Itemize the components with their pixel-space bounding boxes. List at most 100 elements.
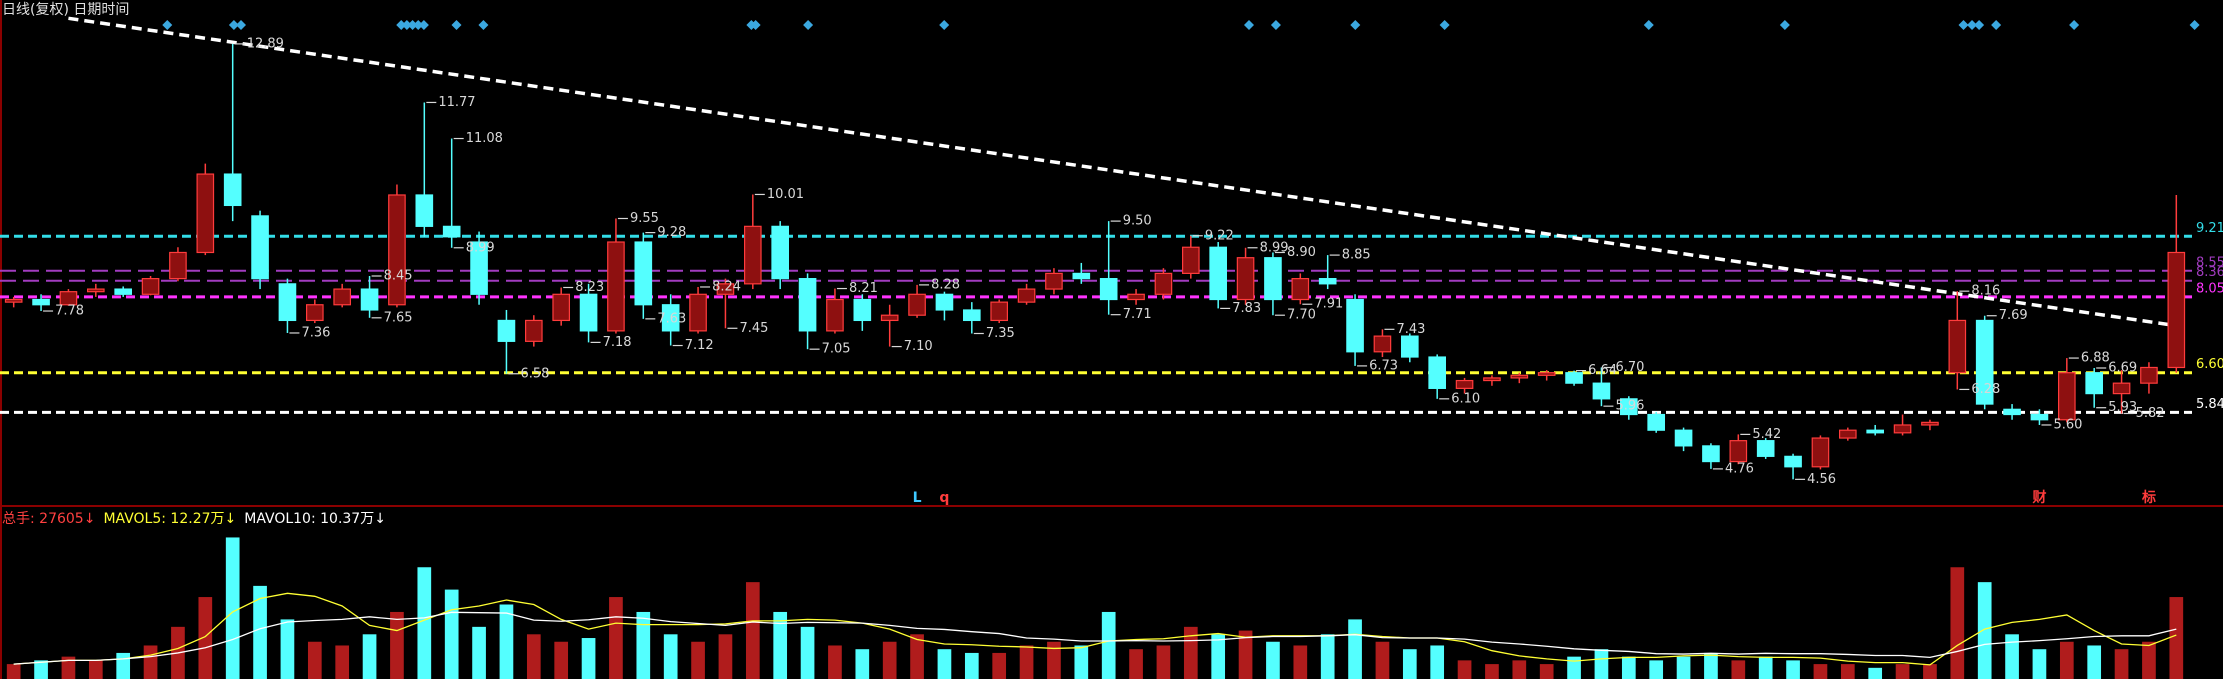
annotation-label: 8.45 (384, 269, 413, 284)
annotation-label: 6.73 (1369, 358, 1398, 373)
volume-bar (1156, 645, 1171, 679)
candle-body (4, 298, 23, 303)
volume-bar (1950, 567, 1965, 679)
candle-body (2058, 372, 2076, 421)
candle-body (1510, 374, 1529, 379)
annotation-label: 8.85 (1342, 248, 1371, 263)
candle-body (1400, 335, 1419, 358)
candle-body (1921, 421, 1939, 426)
volume-bar (6, 664, 21, 679)
volume-bar (2059, 641, 2074, 679)
volume-bar (2005, 634, 2019, 679)
candle-body (1154, 272, 1173, 295)
annotation-label: 6.69 (2108, 361, 2137, 376)
event-marker (401, 20, 412, 30)
annotation-label: 9.55 (630, 211, 659, 226)
level-label: 8.36 (2196, 265, 2223, 280)
volume-bar (1320, 634, 1335, 679)
volume-bar (1758, 656, 1773, 679)
candle-body (579, 293, 598, 332)
candle-body (169, 251, 187, 280)
volume-bar (691, 641, 705, 679)
candle-body (634, 241, 653, 306)
annotation-label: 7.36 (301, 325, 330, 340)
volume-header: 总手: 27605↓ (2, 511, 95, 527)
candle-body (1209, 246, 1227, 301)
event-marker (2189, 20, 2200, 30)
candle-body (935, 293, 954, 311)
annotation-label: 5.60 (2053, 417, 2082, 432)
candle-body (333, 288, 352, 306)
volume-bar (116, 652, 131, 679)
event-marker (1643, 20, 1654, 30)
event-marker (1967, 20, 1978, 30)
annotation-label: 5.82 (2136, 406, 2165, 421)
volume-bar (2032, 649, 2047, 679)
candle-body (1565, 372, 1583, 384)
candle-body (1483, 377, 1501, 382)
candle-body (1838, 429, 1857, 439)
annotation-label: 9.28 (657, 225, 686, 240)
annotation-label: 7.45 (739, 321, 768, 336)
candle-body (1099, 278, 1118, 301)
candle-body (360, 288, 379, 311)
volume-bar (88, 660, 103, 679)
volume-bar (1402, 649, 1417, 679)
candle-body (1455, 379, 1474, 389)
signal-label: L (913, 490, 922, 506)
volume-bar (718, 634, 733, 679)
event-marker (236, 20, 247, 30)
volume-bar (1183, 626, 1198, 679)
volume-bar (1101, 611, 1116, 679)
annotation-label: 7.63 (657, 311, 686, 326)
annotation-label: 4.76 (1725, 461, 1754, 476)
annotation-label: 8.28 (931, 277, 960, 292)
event-marker (939, 20, 950, 30)
event-marker (407, 20, 418, 30)
event-marker (1350, 20, 1361, 30)
candle-body (1537, 372, 1556, 376)
candle-body (1373, 335, 1392, 353)
annotation-label: 5.96 (1615, 399, 1644, 414)
event-marker (451, 20, 462, 30)
volume-bar (581, 638, 596, 679)
volume-bar (773, 611, 788, 679)
trendline (68, 16, 2177, 328)
level-label: 9.21 (2196, 221, 2223, 236)
candle-body (278, 283, 297, 322)
volume-bar (1676, 656, 1691, 679)
volume-bar (2114, 649, 2129, 679)
candle-body (1893, 424, 1912, 434)
candle-body (442, 225, 461, 238)
candle-body (771, 225, 789, 280)
chart-title: 日线(复权) 日期时间 (2, 1, 129, 18)
annotation-label: 7.18 (603, 335, 632, 350)
volume-bar (1129, 649, 1143, 679)
volume-header: MAVOL5: 12.27万↓ (103, 511, 236, 527)
candle-body (1866, 429, 1884, 434)
volume-bar (1457, 660, 1472, 679)
candle-body (2030, 413, 2049, 421)
candle-body (661, 304, 680, 332)
volume-bar (964, 652, 979, 679)
candle-body (826, 298, 844, 332)
annotation-label: 8.24 (712, 279, 741, 294)
level-label: 5.84 (2196, 397, 2223, 412)
annotation-label: 9.22 (1205, 228, 1234, 243)
volume-bar (335, 645, 350, 679)
volume-bar (1019, 645, 1034, 679)
annotation-label: 6.58 (520, 366, 549, 381)
volume-bar (1539, 664, 1554, 679)
volume-bar (882, 641, 897, 679)
volume-bar (1567, 656, 1581, 679)
event-marker (1958, 20, 1969, 30)
candle-body (497, 319, 516, 342)
volume-bar (855, 649, 870, 679)
event-marker (803, 20, 814, 30)
annotation-label: 7.70 (1287, 308, 1316, 323)
volume-bar (61, 656, 76, 679)
volume-bar (1840, 664, 1855, 679)
signal-label: 财 (2031, 489, 2046, 506)
volume-bar (1266, 641, 1280, 679)
